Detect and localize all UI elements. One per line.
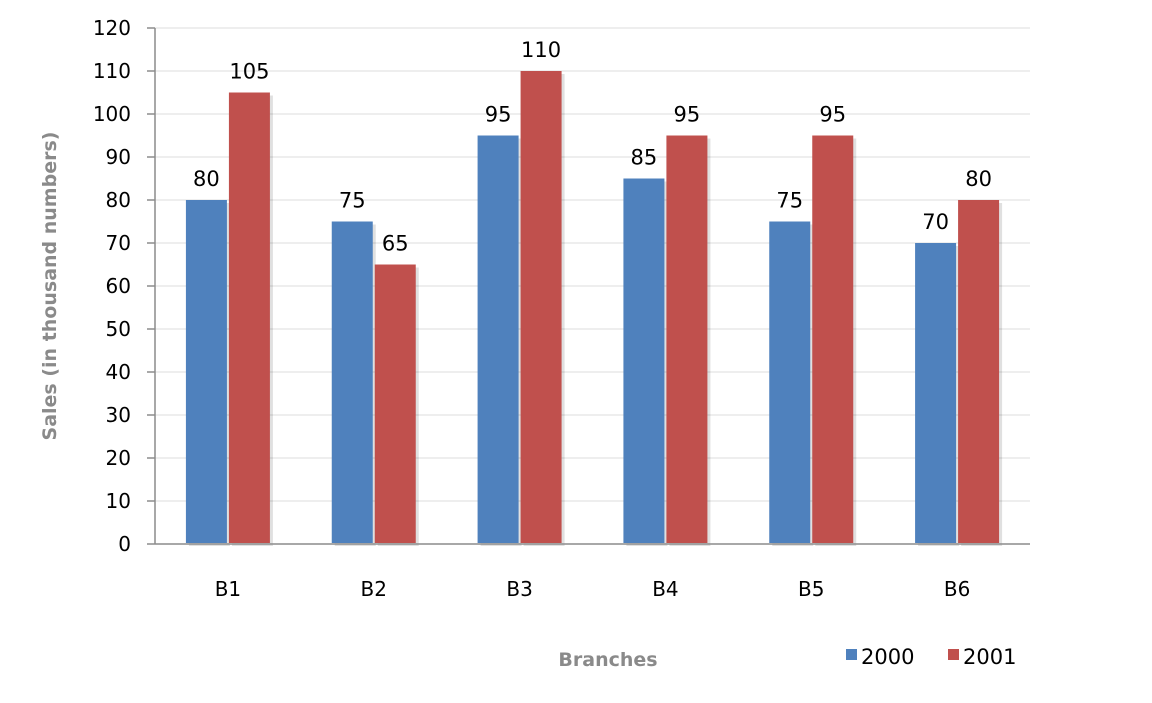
y-tick-label: 30 [106,403,131,427]
bar [228,92,270,543]
data-label: 85 [631,146,658,170]
bar [374,264,416,543]
x-tick-label: B1 [215,577,241,601]
gridlines [155,27,1030,502]
data-label: 70 [922,210,949,234]
bar [812,135,854,543]
y-tick-label: 0 [118,532,131,556]
y-tick-label: 10 [106,489,131,513]
bar [331,221,373,543]
legend-swatch [846,649,857,660]
bar [666,135,708,543]
data-label: 75 [776,189,803,213]
x-tick-label: B3 [506,577,532,601]
x-tick-label: B6 [944,577,970,601]
y-tick-label: 60 [106,274,131,298]
data-label: 80 [193,167,220,191]
axes [154,28,1030,545]
y-tick-label: 70 [106,231,131,255]
y-tick-label: 80 [106,188,131,212]
y-tick-label: 100 [93,102,131,126]
y-tick-label: 120 [93,16,131,40]
x-axis-title: Branches [558,649,657,671]
data-label: 95 [485,103,512,127]
data-label: 110 [521,38,561,62]
bar [520,71,562,543]
y-tick-label: 50 [106,317,131,341]
data-label: 95 [819,103,846,127]
data-labels: 80 105 75 65 95 110 85 95 75 95 70 80 [193,38,992,256]
legend-swatch [948,649,959,660]
bar [769,221,811,543]
bar [915,243,957,543]
y-tick-label: 90 [106,145,131,169]
legend-label: 2000 [861,645,914,669]
x-tick-label: B4 [652,577,678,601]
data-label: 95 [674,103,701,127]
data-label: 65 [382,232,409,256]
bars [185,71,1003,546]
data-label: 75 [339,189,366,213]
legend: 2000 2001 [846,645,1016,669]
data-label: 80 [965,167,992,191]
legend-label: 2001 [963,645,1016,669]
bar [185,200,227,543]
y-axis-ticks: 0 10 20 30 40 50 60 70 80 90 100 110 120 [93,16,155,556]
y-tick-label: 20 [106,446,131,470]
bar [477,135,519,543]
y-axis-title: Sales (in thousand numbers) [39,132,61,441]
data-label: 105 [229,60,269,84]
x-tick-label: B2 [361,577,387,601]
x-axis-ticks: B1 B2 B3 B4 B5 B6 [215,577,971,601]
y-tick-label: 110 [93,59,131,83]
y-tick-label: 40 [106,360,131,384]
bar [958,200,1000,543]
bar [623,178,665,543]
x-tick-label: B5 [798,577,824,601]
